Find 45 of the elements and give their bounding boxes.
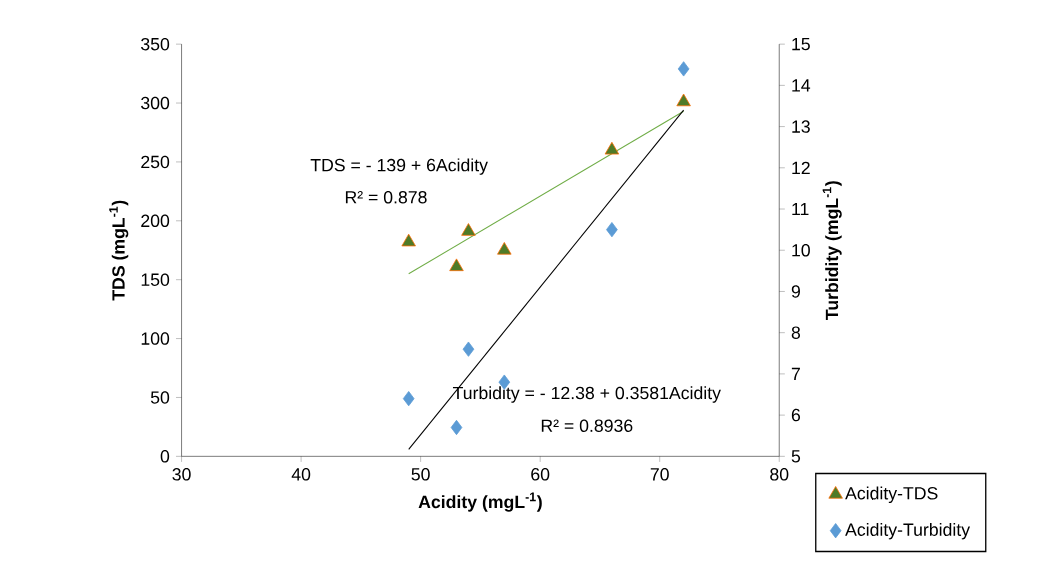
annotation: Turbidity = - 12.38 + 0.3581Acidity — [452, 386, 721, 403]
x-tick-label: 60 — [531, 468, 550, 481]
point — [606, 222, 618, 238]
y2-tick-label: 5 — [791, 450, 801, 463]
y2-tick-label: 10 — [792, 243, 810, 257]
y2-tick-label: 14 — [792, 79, 811, 92]
y-tick-label: 200 — [141, 214, 170, 228]
y2-tick-label: 12 — [792, 161, 810, 174]
legend-label: Acidity-TDS — [845, 486, 938, 504]
point — [497, 242, 512, 255]
x-tick-label: 80 — [770, 468, 789, 481]
point — [401, 233, 416, 247]
x-tick-label: 50 — [411, 468, 430, 481]
y-axis-title: TDS (mgL$^{-1}$) — [109, 200, 129, 301]
y-tick-label: 0 — [160, 450, 170, 463]
point — [461, 223, 476, 236]
y-tick-label: 150 — [141, 273, 170, 286]
point — [449, 258, 464, 272]
x-axis-title: Acidity (mgL$^{-1}$) — [418, 492, 542, 512]
y-tick-label: 50 — [150, 391, 170, 404]
y2-tick-label: 13 — [792, 120, 810, 133]
point — [450, 419, 463, 436]
x-tick-label: 30 — [172, 468, 191, 481]
y2-tick-label: 11 — [792, 202, 809, 216]
point — [402, 391, 415, 407]
point — [676, 93, 691, 107]
y2-tick-label: 9 — [791, 285, 800, 298]
y-tick-label: 100 — [141, 332, 170, 345]
legend-label: Acidity-Turbidity — [845, 522, 971, 540]
y-tick-label: 250 — [141, 155, 170, 169]
y2-tick-label: 15 — [792, 37, 810, 51]
y2-tick-label: 8 — [791, 326, 801, 339]
point — [462, 341, 475, 357]
x-tick-label: 40 — [291, 468, 311, 481]
x-tick-label: 70 — [650, 468, 669, 481]
point — [604, 141, 620, 155]
y2-axis-title: Turbidity (mgL$^{-1}$) — [822, 181, 842, 320]
y2-tick-label: 6 — [791, 408, 801, 422]
y-tick-label: 350 — [141, 37, 170, 51]
y2-tick-label: 7 — [791, 367, 800, 380]
annotation: TDS = - 139 + 6Acidity — [310, 158, 488, 175]
y-tick-label: 300 — [141, 96, 170, 110]
annotation: R² = 0.8936 — [541, 419, 633, 432]
point — [677, 61, 690, 77]
annotation: R² = 0.878 — [345, 191, 427, 204]
